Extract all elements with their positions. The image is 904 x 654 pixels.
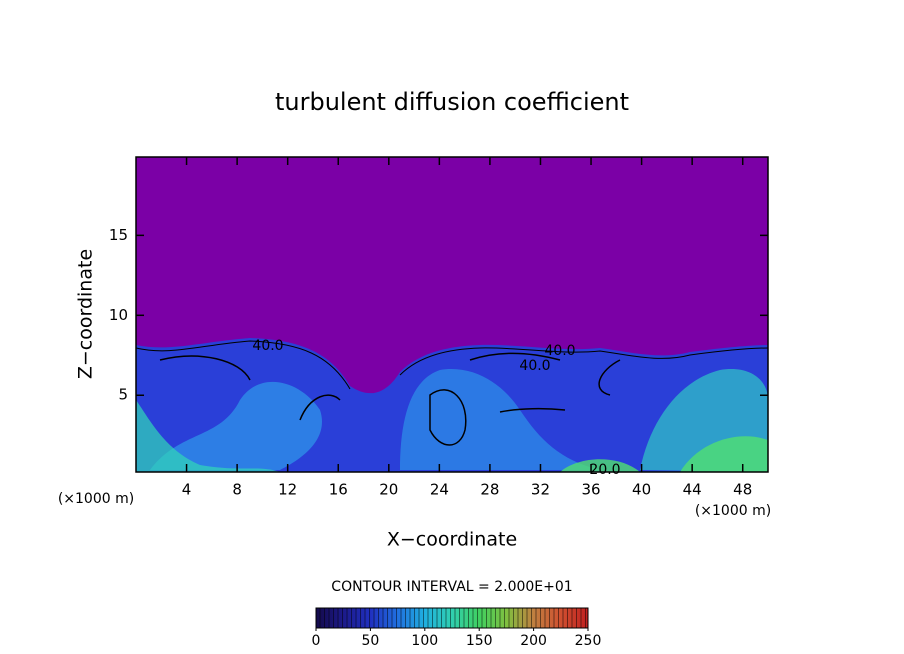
contour-interval: CONTOUR INTERVAL = 2.000E+01 [331, 579, 572, 595]
field [136, 338, 768, 472]
x-tick-label: 20 [379, 481, 398, 499]
x-tick-label: 4 [182, 481, 192, 499]
colorbar [316, 608, 588, 628]
x-tick-label: 28 [480, 481, 499, 499]
x-tick-label: 40 [632, 481, 651, 499]
x-tick-label: 12 [278, 481, 297, 499]
x-axis-title: X−coordinate [387, 529, 517, 551]
eddy [136, 400, 280, 472]
x-tick-label: 48 [733, 481, 752, 499]
contour-line [159, 352, 621, 446]
x-tick-label: 32 [531, 481, 550, 499]
x-tick-label: 8 [232, 481, 242, 499]
colorbar-frame [315, 607, 589, 629]
contour-label: 40.0 [252, 338, 283, 354]
colorbar-tick-label: 100 [411, 633, 438, 649]
y-tick-label: 10 [109, 306, 128, 324]
colorbar-tick-label: 0 [312, 633, 321, 649]
contour-line [136, 340, 768, 390]
colorbar-tick-label: 50 [361, 633, 379, 649]
x-tick-label: 44 [683, 481, 702, 499]
colorbar-tick-label: 200 [520, 633, 547, 649]
x-tick-label: 16 [329, 481, 348, 499]
x-unit-label: (×1000 m) [58, 491, 134, 507]
y-tick-label: 5 [118, 386, 128, 404]
y-axis-title: Z−coordinate [75, 249, 97, 379]
eddy [150, 381, 322, 470]
contour-label: 40.0 [544, 343, 575, 359]
contour-label: 40.0 [519, 358, 550, 374]
x-tick-label: 24 [430, 481, 449, 499]
colorbar-tick-label: 150 [466, 633, 493, 649]
x-unit-label: (×1000 m) [695, 503, 771, 519]
eddy [560, 436, 768, 472]
y-tick-label: 15 [109, 226, 128, 244]
plot-frame [135, 156, 769, 473]
colorbar-tick-label: 250 [575, 633, 602, 649]
x-tick-label: 36 [581, 481, 600, 499]
contour-label: 20.0 [589, 462, 620, 478]
chart-title: turbulent diffusion coefficient [275, 88, 629, 116]
